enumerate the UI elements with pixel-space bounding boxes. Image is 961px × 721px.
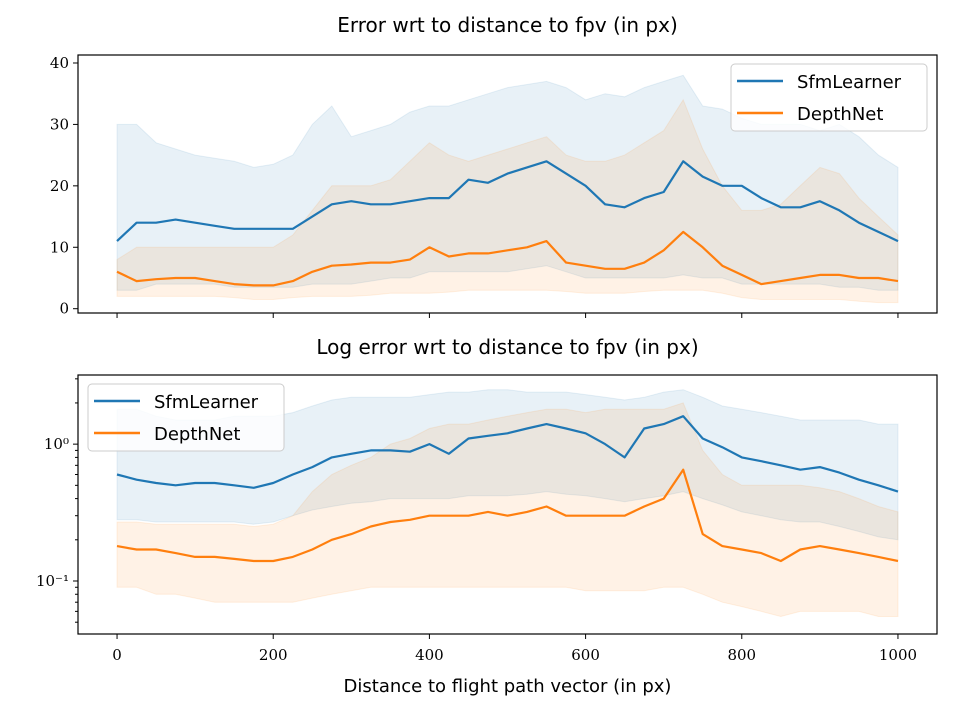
x-tick-label: 0 (112, 646, 122, 664)
x-tick-label: 200 (259, 646, 288, 664)
legend-label: SfmLearner (154, 392, 259, 413)
chart-title: Log error wrt to distance to fpv (in px) (316, 335, 698, 359)
legend-label: SfmLearner (797, 72, 902, 93)
y-tick-label: 0 (59, 300, 69, 318)
legend-label: DepthNet (154, 424, 240, 445)
y-tick-label: 30 (50, 115, 69, 133)
y-tick-label: 10 (50, 238, 69, 256)
series-line (116, 468, 899, 563)
axes-frame (77, 374, 938, 635)
y-tick-label: 40 (50, 54, 69, 72)
plot-area (116, 74, 899, 304)
y-tick-label: 10⁰ (44, 435, 69, 453)
x-tick-label: 1000 (879, 646, 917, 664)
y-tick-label: 20 (50, 177, 69, 195)
series-line (116, 415, 899, 493)
axes-frame (77, 54, 938, 314)
y-tick-label: 10⁻¹ (36, 572, 69, 590)
legend-label: DepthNet (797, 104, 883, 125)
series-line (116, 160, 899, 243)
error-band (116, 74, 899, 291)
x-tick-label: 400 (415, 646, 444, 664)
error-band (116, 389, 899, 541)
error-band (116, 98, 899, 304)
plot-area (116, 389, 899, 618)
error-band (116, 402, 899, 618)
x-tick-label: 800 (727, 646, 756, 664)
series-line (116, 230, 899, 287)
chart-title: Error wrt to distance to fpv (in px) (337, 13, 678, 37)
x-axis-label: Distance to flight path vector (in px) (344, 676, 672, 697)
x-tick-label: 600 (571, 646, 600, 664)
